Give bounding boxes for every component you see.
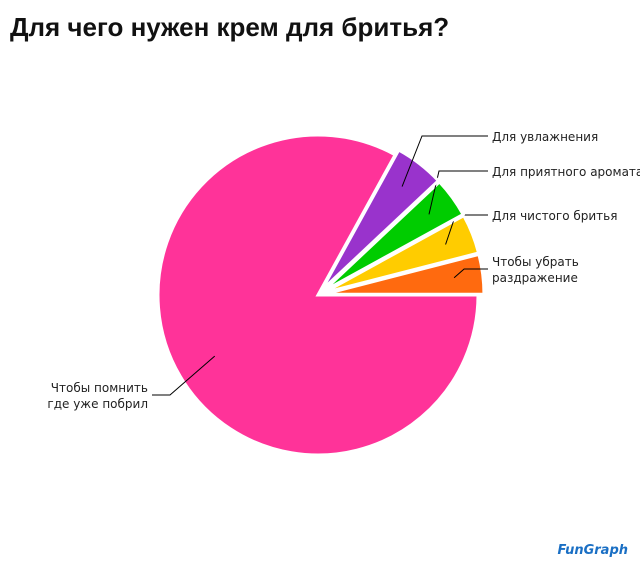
chart-title: Для чего нужен крем для бритья? (10, 12, 449, 42)
slice-label-line: Чтобы убрать (492, 255, 579, 269)
slice-label: Для приятного аромата (492, 165, 640, 179)
slice-label-line: Чтобы помнить (51, 381, 148, 395)
slice-label: Для чистого бритья (492, 209, 617, 223)
slice-label-line: Для увлажнения (492, 130, 598, 144)
watermark: FunGraph (557, 543, 628, 558)
leader-line (453, 268, 488, 279)
pie-slice (156, 133, 480, 457)
pie-slice (323, 252, 486, 296)
pie-slice (322, 213, 481, 295)
slice-label-line: Для приятного аромата (492, 165, 640, 179)
slice-label: Чтобы убрать раздражение (492, 255, 579, 285)
slice-label-line: Для чистого бритья (492, 209, 617, 223)
leader-line (401, 135, 488, 187)
slice-label: Для увлажнения (492, 130, 598, 144)
slice-label-line: раздражение (492, 271, 578, 285)
pie-slice (321, 179, 466, 293)
leader-line (428, 170, 488, 215)
leader-line (152, 355, 216, 396)
slice-label: Чтобы помнить где уже побрил (47, 381, 148, 411)
pie-slice (320, 148, 441, 292)
slice-label-line: где уже побрил (47, 397, 148, 411)
